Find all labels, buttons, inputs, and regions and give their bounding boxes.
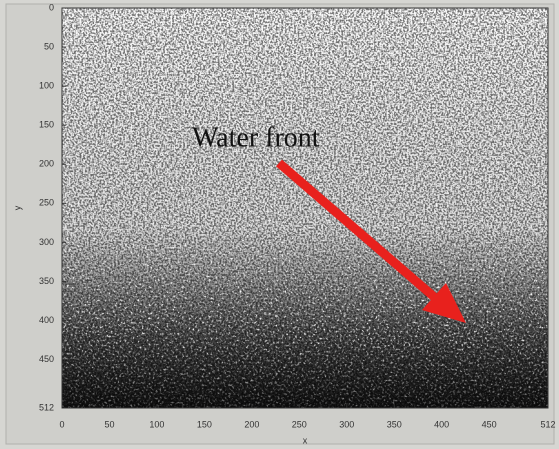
x-axis-label: x (303, 435, 308, 445)
x-tick-label: 450 (482, 419, 497, 429)
x-tick-label: 350 (387, 419, 402, 429)
y-tick-label: 250 (39, 198, 54, 208)
y-tick-label: 100 (39, 81, 54, 91)
y-tick-label: 512 (39, 402, 54, 412)
figure: 0 50 100 150 200 250 300 350 400 450 512 0 50 100 150 2… (0, 0, 559, 449)
x-tick-label: 200 (244, 419, 259, 429)
image (62, 8, 548, 408)
x-tick-label: 150 (197, 419, 212, 429)
x-tick-label: 50 (104, 419, 114, 429)
x-tick-label: 100 (149, 419, 164, 429)
y-tick-label: 350 (39, 276, 54, 286)
y-tick-label: 400 (39, 315, 54, 325)
x-tick-label: 400 (434, 419, 449, 429)
y-tick-label: 0 (49, 2, 54, 12)
y-tick-label: 200 (39, 159, 54, 169)
y-axis-label: y (12, 205, 22, 210)
y-tick-label: 450 (39, 354, 54, 364)
x-tick-label: 512 (540, 419, 555, 429)
y-tick-label: 150 (39, 120, 54, 130)
annotation: Water front (192, 122, 320, 153)
x-tick-label: 300 (339, 419, 354, 429)
x-tick-label: 0 (59, 419, 64, 429)
x-tick-label: 250 (292, 419, 307, 429)
y-tick-label: 50 (44, 41, 54, 51)
y-tick-label: 300 (39, 237, 54, 247)
